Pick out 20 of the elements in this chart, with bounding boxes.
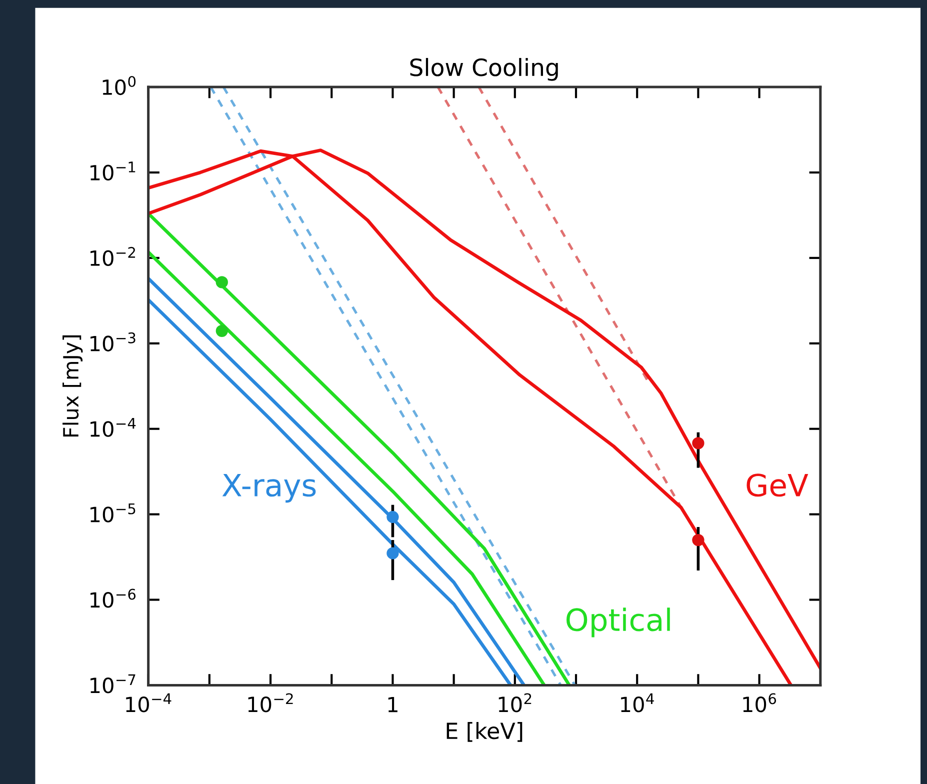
x-tick-label: 10$^{4}$ [621,693,654,712]
y-tick-label: 10$^{−1}$ [90,162,136,181]
y-axis-title: Flux [mJy] [62,335,83,437]
x-tick-label: 10$^{2}$ [498,693,532,712]
x-tick-label: 10$^{−2}$ [248,693,293,712]
x-axis-title: E [keV] [446,722,522,742]
x-tick-label: 10$^{−4}$ [126,693,172,712]
y-tick-label: 10$^{−6}$ [90,588,136,608]
y-tick-label: 10$^{0}$ [102,76,136,96]
y-tick-label: 10$^{−7}$ [90,674,136,694]
y-tick-label: 10$^{−3}$ [90,332,136,352]
chart-title: Slow Cooling [410,58,558,81]
x-tick-label: 10$^{6}$ [743,693,776,712]
y-tick-label: 10$^{−5}$ [90,503,136,522]
x-tick-label: 1 [388,696,398,712]
series-label: X-rays [222,474,316,503]
y-tick-label: 10$^{−2}$ [90,246,135,266]
y-tick-label: 10$^{−4}$ [90,418,136,437]
series-label: GeV [746,474,808,497]
series-label: Optical [566,608,670,638]
